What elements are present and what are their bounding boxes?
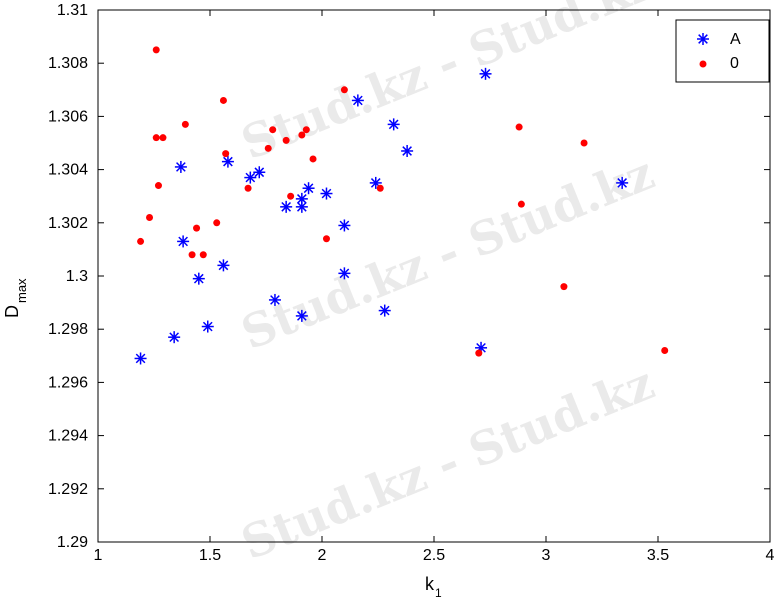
x-tick-label: 2 [318, 547, 327, 564]
data-point-series-a [616, 176, 629, 189]
y-tick-label: 1.31 [57, 2, 88, 19]
data-point-series-0 [222, 150, 230, 158]
data-point-series-0 [309, 155, 317, 163]
data-point-series-0 [282, 136, 290, 144]
data-point-series-a [295, 309, 308, 322]
data-point-series-a [338, 267, 351, 280]
x-tick-label: 1.5 [199, 547, 221, 564]
data-point-series-0 [188, 251, 196, 259]
data-point-series-0 [152, 46, 160, 54]
y-tick-label: 1.292 [48, 481, 88, 498]
data-point-series-a [268, 293, 281, 306]
axes: 1 1.5 2 2.5 3 3.5 4 1.29 1.292 1.294 1.296 1.298 1.3… [48, 2, 775, 564]
data-point-series-0 [517, 200, 525, 208]
data-point-series-0 [137, 237, 145, 245]
data-point-series-0 [560, 283, 568, 291]
data-point-series-a [168, 331, 181, 344]
x-axis-label: k [425, 574, 435, 594]
data-point-series-a [401, 144, 414, 157]
data-point-series-0 [264, 144, 272, 152]
y-tick-label: 1.3 [66, 268, 88, 285]
legend-marker-a [697, 33, 709, 45]
y-tick-label: 1.298 [48, 321, 88, 338]
data-point-series-0 [152, 134, 160, 142]
data-point-series-a [387, 118, 400, 131]
x-tick-label: 3.5 [647, 547, 669, 564]
data-point-series-0 [213, 219, 221, 227]
y-tick-label: 1.29 [57, 534, 88, 551]
legend-dot-marker [699, 60, 707, 68]
data-point-series-0 [181, 120, 189, 128]
data-point-series-0 [269, 126, 277, 134]
data-point-series-a [378, 304, 391, 317]
data-point-series-0 [199, 251, 207, 259]
x-tick-label: 4 [766, 547, 775, 564]
x-tick-label: 1 [94, 547, 103, 564]
watermark-text: Stud.kz - Stud.kz [234, 356, 662, 571]
data-point-series-0 [244, 184, 252, 192]
y-tick-label: 1.308 [48, 55, 88, 72]
data-point-series-0 [219, 96, 227, 104]
y-tick-label: 1.304 [48, 162, 88, 179]
data-point-series-a [253, 166, 266, 179]
data-point-series-0 [302, 126, 310, 134]
data-point-series-0 [475, 349, 483, 357]
y-tick-label: 1.306 [48, 108, 88, 125]
data-point-series-0 [515, 123, 523, 131]
data-point-series-0 [159, 134, 167, 142]
data-point-series-a [134, 352, 147, 365]
x-axis-title: k 1 [425, 574, 442, 600]
legend-asterisk-marker [697, 33, 709, 45]
data-point-series-0 [340, 86, 348, 94]
data-points [134, 46, 669, 365]
legend-label-a: A [730, 31, 741, 48]
data-point-series-a [479, 67, 492, 80]
data-point-series-a [201, 320, 214, 333]
legend-box [675, 19, 770, 83]
data-point-series-a [217, 259, 230, 272]
y-axis-label: D [2, 305, 22, 318]
data-point-series-0 [154, 182, 162, 190]
data-point-series-a [320, 187, 333, 200]
watermark-text: Stud.kz - Stud.kz [234, 0, 662, 170]
data-point-series-a [280, 200, 293, 213]
y-tick-label: 1.296 [48, 374, 88, 391]
data-point-series-a [221, 155, 234, 168]
data-point-series-0 [146, 213, 154, 221]
x-axis-label-subscript: 1 [435, 586, 442, 600]
data-point-series-0 [322, 235, 330, 243]
data-point-series-a [244, 171, 257, 184]
data-point-series-0 [287, 192, 295, 200]
data-point-series-a [177, 235, 190, 248]
legend-label-0: 0 [730, 55, 739, 72]
y-tick-label: 1.294 [48, 428, 88, 445]
data-point-series-a [192, 272, 205, 285]
legend: A 0 [675, 19, 770, 83]
data-point-series-0 [193, 224, 201, 232]
legend-marker-0 [699, 60, 707, 68]
data-point-series-a [351, 94, 364, 107]
y-axis-label-subscript: max [14, 278, 29, 303]
data-point-series-a [295, 200, 308, 213]
data-point-series-a [338, 219, 351, 232]
x-tick-label: 3 [542, 547, 551, 564]
data-point-series-0 [376, 184, 384, 192]
y-axis-title: D max [2, 278, 29, 318]
data-point-series-0 [298, 131, 306, 139]
data-point-series-a [174, 160, 187, 173]
data-point-series-a [302, 182, 315, 195]
watermark-text: Stud.kz - Stud.kz [234, 146, 662, 361]
data-point-series-0 [580, 139, 588, 147]
x-tick-label: 2.5 [423, 547, 445, 564]
y-tick-label: 1.302 [48, 215, 88, 232]
data-point-series-0 [661, 346, 669, 354]
